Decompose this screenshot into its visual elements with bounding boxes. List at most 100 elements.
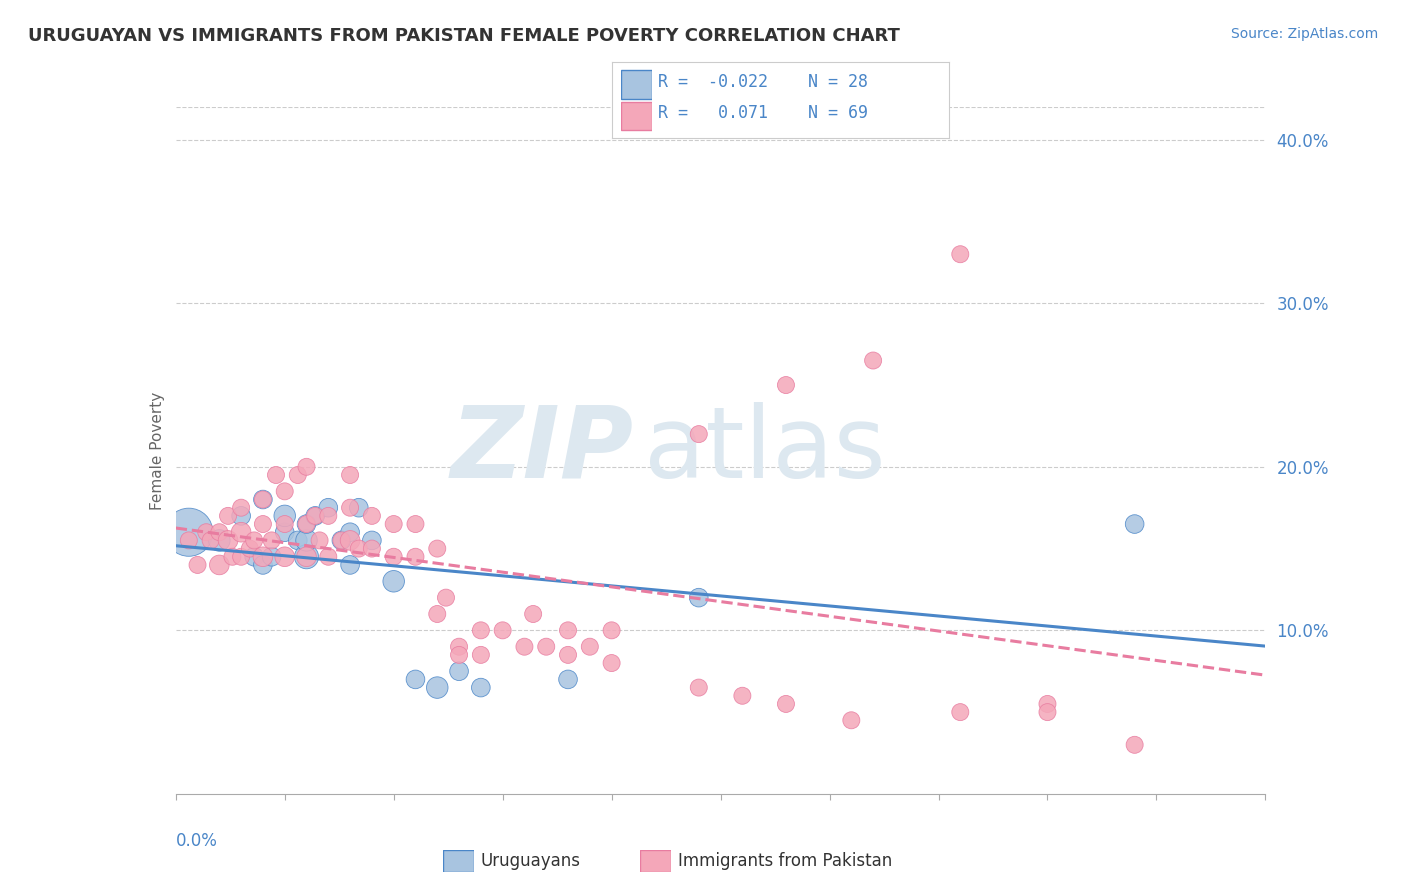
Point bbox=[557, 624, 579, 638]
Text: R =  -0.022    N = 28: R = -0.022 N = 28 bbox=[658, 73, 868, 91]
Point bbox=[239, 541, 262, 556]
Text: 0.0%: 0.0% bbox=[176, 831, 218, 850]
Point bbox=[492, 624, 515, 638]
Point bbox=[470, 681, 492, 695]
Point bbox=[318, 500, 340, 515]
Point bbox=[775, 697, 797, 711]
Point bbox=[1123, 738, 1146, 752]
Point bbox=[295, 516, 318, 531]
Point bbox=[295, 516, 318, 531]
Point bbox=[287, 533, 309, 548]
Point bbox=[287, 467, 309, 482]
Point bbox=[557, 648, 579, 662]
Point bbox=[470, 648, 492, 662]
Text: ZIP: ZIP bbox=[450, 402, 633, 499]
Point bbox=[339, 500, 361, 515]
Point bbox=[231, 549, 253, 564]
Point bbox=[522, 607, 544, 621]
Point bbox=[274, 516, 297, 531]
Point bbox=[470, 624, 492, 638]
Point bbox=[295, 459, 318, 474]
Point bbox=[949, 705, 972, 719]
Point bbox=[252, 516, 274, 531]
Point bbox=[862, 353, 884, 368]
Point bbox=[330, 533, 353, 548]
Point bbox=[775, 378, 797, 392]
Point bbox=[600, 624, 623, 638]
Text: Uruguayans: Uruguayans bbox=[481, 852, 581, 871]
Point bbox=[264, 467, 287, 482]
Point bbox=[243, 533, 266, 548]
Point bbox=[252, 492, 274, 507]
Point bbox=[841, 714, 863, 728]
Point bbox=[274, 484, 297, 499]
Point bbox=[274, 508, 297, 523]
Point bbox=[600, 656, 623, 670]
Point bbox=[200, 533, 222, 548]
Point bbox=[231, 525, 253, 540]
Point bbox=[360, 508, 382, 523]
Point bbox=[382, 574, 405, 589]
Point bbox=[252, 492, 274, 507]
Point bbox=[330, 533, 353, 548]
Text: atlas: atlas bbox=[644, 402, 886, 499]
Point bbox=[231, 508, 253, 523]
Point bbox=[426, 607, 449, 621]
Point bbox=[434, 591, 457, 605]
Point bbox=[308, 533, 330, 548]
Point bbox=[426, 681, 449, 695]
Point bbox=[318, 508, 340, 523]
Point bbox=[534, 640, 557, 654]
Point bbox=[304, 508, 326, 523]
Point bbox=[382, 549, 405, 564]
Point bbox=[260, 549, 283, 564]
Point bbox=[405, 673, 427, 687]
Point bbox=[447, 664, 470, 679]
Point bbox=[208, 558, 231, 572]
Point bbox=[447, 640, 470, 654]
Point bbox=[252, 549, 274, 564]
Point bbox=[1036, 697, 1059, 711]
Point bbox=[731, 689, 754, 703]
Point bbox=[217, 508, 239, 523]
Point bbox=[304, 508, 326, 523]
Point bbox=[295, 549, 318, 564]
Point bbox=[405, 516, 427, 531]
Point bbox=[318, 549, 340, 564]
Point bbox=[579, 640, 602, 654]
Point bbox=[295, 533, 318, 548]
Point bbox=[339, 525, 361, 540]
Point bbox=[1123, 516, 1146, 531]
Text: URUGUAYAN VS IMMIGRANTS FROM PAKISTAN FEMALE POVERTY CORRELATION CHART: URUGUAYAN VS IMMIGRANTS FROM PAKISTAN FE… bbox=[28, 27, 900, 45]
Point bbox=[382, 516, 405, 531]
Point bbox=[260, 533, 283, 548]
Point bbox=[949, 247, 972, 261]
Point bbox=[339, 533, 361, 548]
Point bbox=[208, 533, 231, 548]
Text: Immigrants from Pakistan: Immigrants from Pakistan bbox=[678, 852, 891, 871]
Point bbox=[195, 525, 218, 540]
Point bbox=[347, 500, 370, 515]
Text: Source: ZipAtlas.com: Source: ZipAtlas.com bbox=[1230, 27, 1378, 41]
Point bbox=[243, 549, 266, 564]
Point bbox=[221, 549, 243, 564]
Point bbox=[1036, 705, 1059, 719]
Point bbox=[557, 673, 579, 687]
Y-axis label: Female Poverty: Female Poverty bbox=[149, 392, 165, 509]
Point bbox=[360, 541, 382, 556]
Point bbox=[274, 525, 297, 540]
Text: R =   0.071    N = 69: R = 0.071 N = 69 bbox=[658, 104, 868, 122]
Point bbox=[447, 648, 470, 662]
Point bbox=[513, 640, 536, 654]
Point bbox=[360, 533, 382, 548]
Point bbox=[688, 591, 710, 605]
Point bbox=[217, 533, 239, 548]
Point bbox=[208, 525, 231, 540]
Bar bbox=[621, 102, 652, 130]
Point bbox=[252, 558, 274, 572]
Bar bbox=[621, 70, 652, 99]
Point bbox=[339, 467, 361, 482]
Point bbox=[274, 549, 297, 564]
Point bbox=[177, 533, 200, 548]
Point bbox=[688, 681, 710, 695]
